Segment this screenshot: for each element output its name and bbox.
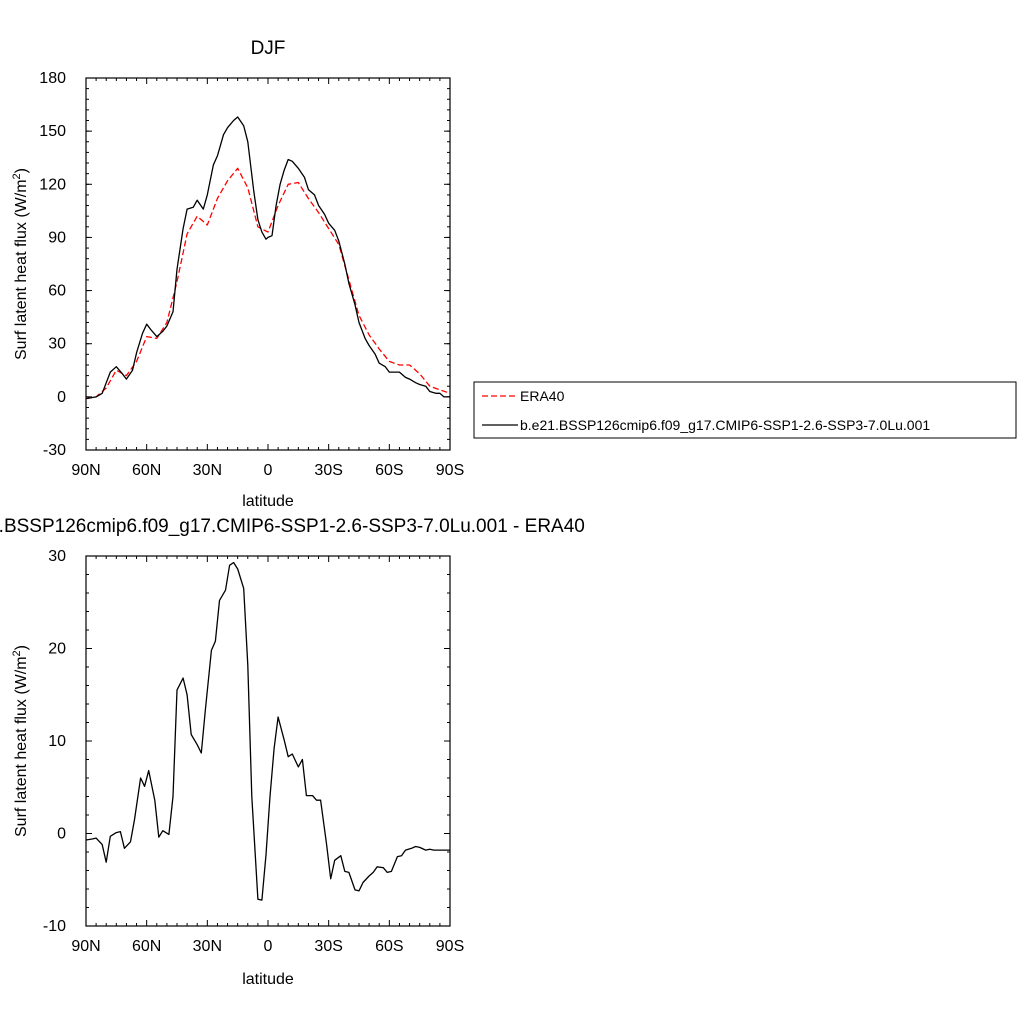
legend: ERA40 b.e21.BSSP126cmip6.f09_g17.CMIP6-S… [473, 381, 1017, 439]
y-tick-label: -30 [43, 442, 66, 459]
x-tick-label: 0 [264, 938, 273, 955]
y-tick-label: 10 [48, 733, 66, 750]
x-tick-label: 30S [314, 462, 342, 479]
plot-frame-bottom [85, 555, 451, 927]
legend-label-era40: ERA40 [520, 388, 565, 404]
y-tick-label: 90 [48, 229, 66, 246]
bottom-panel: b.e21.BSSP126cmip6.f09_g17.CMIP6-SSP1-2.… [0, 516, 585, 988]
y-tick-label: 120 [39, 176, 66, 193]
y-tick-label: -10 [43, 918, 66, 935]
y-axis-label-bottom: Surf latent heat flux (W/m2) [11, 645, 30, 837]
x-tick-label: 0 [264, 462, 273, 479]
x-tick-label: 90N [71, 938, 100, 955]
y-tick-label: 0 [57, 826, 66, 843]
x-tick-label: 60N [132, 938, 161, 955]
x-tick-label: 90N [71, 462, 100, 479]
x-axis-label-bottom: latitude [242, 971, 294, 988]
x-tick-label: 30S [314, 938, 342, 955]
series-line-era40 [85, 167, 451, 400]
x-tick-label: 60S [375, 462, 403, 479]
x-tick-label: 60S [375, 938, 403, 955]
x-tick-label: 30N [193, 938, 222, 955]
difference-chart-title: b.e21.BSSP126cmip6.f09_g17.CMIP6-SSP1-2.… [0, 516, 585, 537]
plot-frame [85, 77, 451, 451]
legend-box [473, 381, 1017, 439]
x-tick-label: 90S [436, 938, 464, 955]
x-tick-label: 90S [436, 462, 464, 479]
y-tick-label: 150 [39, 123, 66, 140]
x-tick-label: 60N [132, 462, 161, 479]
y-tick-label: 30 [48, 336, 66, 353]
x-tick-label: 30N [193, 462, 222, 479]
y-tick-label: 180 [39, 70, 66, 87]
y-axis-label: Surf latent heat flux (W/m2) [11, 168, 30, 360]
difference-series-line [85, 561, 450, 901]
legend-label-model: b.e21.BSSP126cmip6.f09_g17.CMIP6-SSP1-2.… [520, 417, 930, 433]
x-axis-label: latitude [242, 493, 294, 510]
top-panel: DJF 90N 60N 30N 0 30S 60S 90S -30 0 30 60 90 120 150 1… [11, 38, 464, 510]
y-tick-label: 60 [48, 283, 66, 300]
series-line-model [85, 116, 450, 400]
y-tick-label: 30 [48, 548, 66, 565]
y-tick-label: 0 [57, 389, 66, 406]
chart-title: DJF [251, 38, 286, 59]
y-tick-label: 20 [48, 641, 66, 658]
